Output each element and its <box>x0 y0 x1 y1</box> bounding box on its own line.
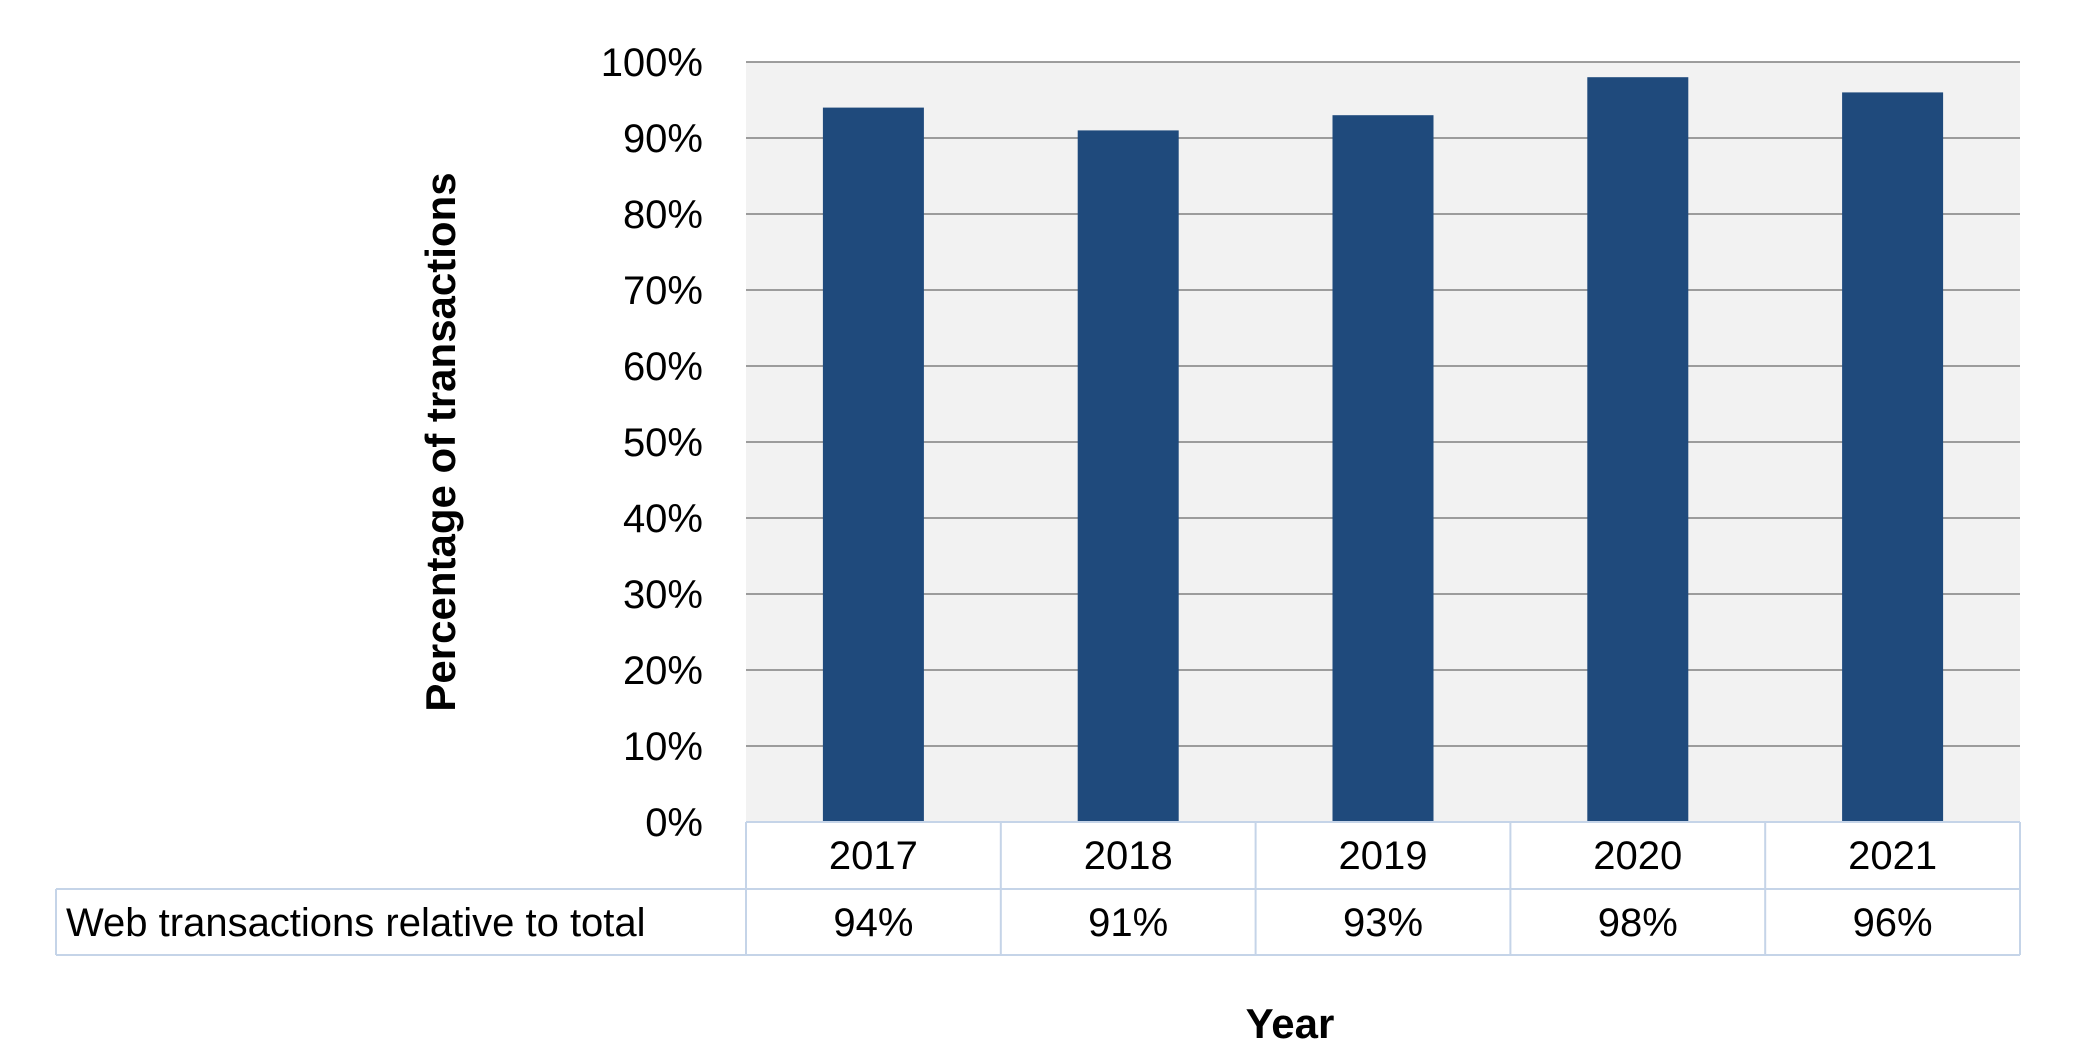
y-tick-label: 50% <box>623 421 703 465</box>
y-tick-label: 60% <box>623 345 703 389</box>
y-tick-label: 10% <box>623 725 703 769</box>
data-value-label: 91% <box>1088 901 1168 945</box>
bar <box>1077 130 1179 822</box>
y-tick-label: 80% <box>623 193 703 237</box>
x-tick-label: 2020 <box>1593 834 1682 878</box>
bars <box>822 77 1944 823</box>
y-tick-label: 100% <box>601 41 703 85</box>
bar <box>822 107 924 823</box>
y-axis-ticks: 0% 10% 20% 30% 40% 50% 60% 70% 80% 90% 100% <box>601 41 703 845</box>
y-tick-label: 40% <box>623 497 703 541</box>
bar <box>1587 77 1689 822</box>
data-value-label: 93% <box>1343 901 1423 945</box>
x-axis-title: Year <box>1246 1000 1335 1044</box>
y-tick-label: 90% <box>623 117 703 161</box>
y-axis-title: Percentage of transactions <box>417 172 464 711</box>
data-value-label: 94% <box>833 901 913 945</box>
data-value-label: 98% <box>1598 901 1678 945</box>
bar <box>1332 115 1434 822</box>
x-tick-label: 2019 <box>1339 834 1428 878</box>
y-tick-label: 70% <box>623 269 703 313</box>
x-tick-label: 2021 <box>1848 834 1937 878</box>
y-tick-label: 30% <box>623 573 703 617</box>
bar <box>1842 92 1944 822</box>
x-tick-label: 2018 <box>1084 834 1173 878</box>
data-table: 2017 2018 2019 2020 2021 Web transactions rel… <box>55 821 2021 956</box>
data-value-label: 96% <box>1853 901 1933 945</box>
x-tick-label: 2017 <box>829 834 918 878</box>
y-tick-label: 20% <box>623 649 703 693</box>
table-row-header: Web transactions relative to total <box>66 901 646 945</box>
y-tick-label: 0% <box>645 801 703 845</box>
